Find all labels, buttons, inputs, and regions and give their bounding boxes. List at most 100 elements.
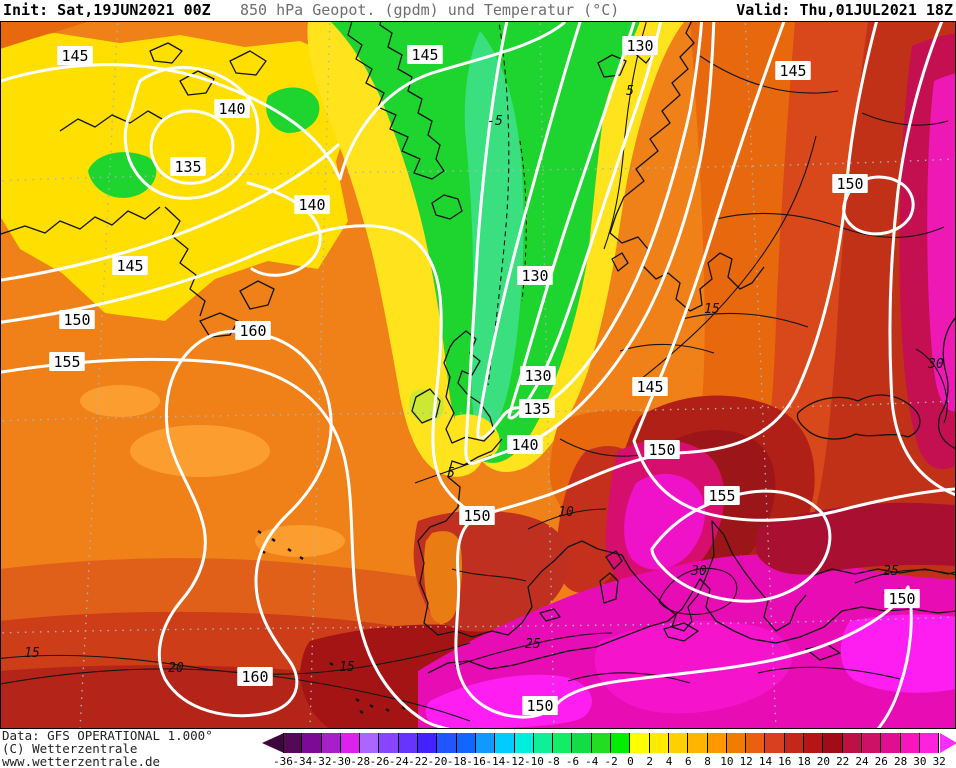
colorbar-cell — [591, 733, 612, 753]
contour-140-trough — [464, 21, 716, 465]
svg-text:150: 150 — [836, 175, 863, 193]
colorbar-tick-label: 20 — [816, 755, 831, 768]
svg-text:140: 140 — [218, 100, 245, 118]
colorbar-tick-label: 32 — [932, 755, 946, 768]
geopotential-contour-label: 140 — [294, 195, 330, 214]
temp-contour-texture — [619, 112, 949, 354]
temperature-contour-label: 15 — [704, 302, 720, 317]
coast-black-sea — [796, 394, 921, 440]
temp-contour-30-east — [915, 348, 948, 424]
temperature-contour-label: -5 — [487, 114, 503, 129]
colorbar-tick-label: 8 — [704, 755, 711, 768]
colorbar-tick-label: 30 — [913, 755, 927, 768]
svg-text:160: 160 — [241, 668, 268, 686]
colorbar-tick-label: 10 — [720, 755, 734, 768]
colorbar-tick-label: 28 — [893, 755, 908, 768]
contour-160-high — [157, 329, 333, 718]
colorbar-cell — [784, 733, 805, 753]
coast-europe-mediterranean — [417, 438, 807, 638]
footer-bar: Data: GFS OPERATIONAL 1.000° (C) Wetterz… — [0, 729, 956, 768]
init-label: Init: — [3, 1, 49, 19]
coast-scandinavia — [609, 21, 765, 312]
colorbar-tick-label: 16 — [778, 755, 792, 768]
website-line: www.wetterzentrale.de — [2, 754, 161, 768]
geopotential-contour-label: 155 — [704, 486, 740, 505]
geopotential-contour-label: 130 — [517, 266, 553, 285]
temperature-contour-label: 5 — [626, 84, 634, 99]
geopotential-contour-label: 150 — [884, 589, 920, 608]
contour-140-canada-loop — [123, 66, 260, 200]
coast-newfoundland — [199, 280, 275, 338]
colorbar-cell — [765, 733, 785, 753]
coast-turkey-south — [811, 568, 956, 577]
coast-greenland — [347, 21, 445, 180]
colorbar-tick-label: -12 — [504, 755, 525, 768]
colorbar-tick-label: 18 — [797, 755, 811, 768]
coast-labrador — [164, 206, 206, 317]
colorbar-tick-label: -20 — [427, 755, 448, 768]
graticule-line — [309, 21, 331, 729]
map-canvas: -5 5 15 30 15 20 15 25 30 25 10 5 145 140 135 140 145 13… — [0, 21, 956, 729]
temperature-contour-label: 20 — [168, 661, 184, 676]
coast-canaries — [329, 661, 406, 715]
temperature-colorbar: -36 -34 -32 -30 -28 -26 -24 -22 -20 -18 -16 -14 -12-… — [262, 733, 956, 768]
svg-text:155: 155 — [53, 353, 80, 371]
svg-text:135: 135 — [174, 158, 201, 176]
temp-contour-10-france — [527, 508, 607, 530]
coastlines — [0, 21, 956, 715]
colorbar-cell — [340, 733, 361, 753]
contour-155-east — [888, 21, 956, 497]
valid-time: Valid: Thu,01JUL2021 18Z — [736, 1, 953, 19]
colorbar-cell — [321, 733, 341, 753]
contour-150-main — [454, 21, 913, 729]
geopotential-contours — [0, 21, 956, 729]
temp-contour-texture — [715, 212, 945, 238]
geopotential-contour-label: 150 — [644, 440, 680, 459]
colorbar-cell — [418, 733, 438, 753]
temp-contour-30-tunisia — [658, 567, 738, 615]
data-source-line: Data: GFS OPERATIONAL 1.000° — [2, 728, 213, 743]
svg-text:160: 160 — [239, 322, 266, 340]
svg-text:140: 140 — [511, 436, 538, 454]
zone-light-orange-patch — [255, 525, 345, 557]
svg-text:150: 150 — [526, 697, 553, 715]
coast-denmark — [611, 252, 629, 272]
geopotential-contour-label: 135 — [519, 399, 555, 418]
temperature-contour-label: 10 — [558, 505, 574, 520]
graticule-line — [744, 21, 777, 729]
colorbar-tick-label: 2 — [646, 755, 653, 768]
weather-map: -5 5 15 30 15 20 15 25 30 25 10 5 145 140 135 140 145 13… — [0, 21, 956, 729]
geopotential-contour-label: 140 — [214, 99, 250, 118]
colorbar-cell — [726, 733, 747, 753]
svg-text:150: 150 — [463, 507, 490, 525]
coast-ireland — [411, 388, 441, 424]
contour-130-trough — [507, 21, 663, 420]
colorbar-tick-label: 4 — [665, 755, 673, 768]
init-time: Init: Sat,19JUN2021 00Z — [3, 1, 211, 19]
graticule-line — [0, 158, 956, 182]
geopotential-contour-label: 160 — [235, 321, 271, 340]
colorbar-cell — [881, 733, 901, 753]
svg-text:140: 140 — [298, 196, 325, 214]
contour-135-trough — [476, 21, 704, 440]
colorbar-cell — [475, 733, 496, 753]
coast-caspian — [937, 316, 956, 450]
geopotential-contour-label: 150 — [459, 506, 495, 525]
geopotential-contour-label: 130 — [520, 366, 556, 385]
geopotential-contour-label: 150 — [59, 310, 95, 329]
coast-arctic-islands — [149, 42, 267, 96]
contour-145-northwest — [0, 21, 567, 181]
colorbar-cell — [456, 733, 476, 753]
colorbar-cell — [572, 733, 592, 753]
colorbar-cell — [804, 733, 824, 753]
colorbar-cell — [302, 733, 322, 753]
temp-contour-minus5b — [519, 140, 527, 302]
temperature-contour-label: 25 — [525, 637, 541, 652]
colorbar-cell — [668, 733, 689, 753]
svg-text:155: 155 — [708, 487, 735, 505]
valid-value: Thu,01JUL2021 18Z — [790, 1, 953, 19]
colorbar-tick-label: -10 — [523, 755, 544, 768]
colorbar-tick-label: -36 — [273, 755, 293, 768]
colorbar-cell — [283, 733, 303, 753]
colorbar-tick-label: -14 — [485, 755, 506, 768]
